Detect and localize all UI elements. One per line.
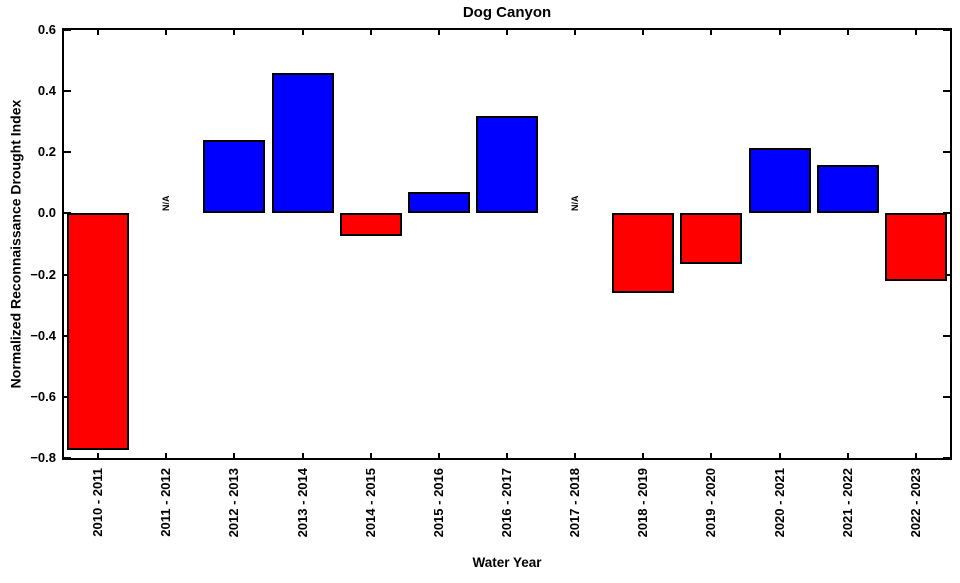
- x-tick-mark: [778, 30, 781, 35]
- x-tick-mark: [778, 453, 781, 458]
- bar-2019-2020: [680, 213, 743, 264]
- bar-2016-2017: [476, 115, 538, 214]
- bar-2012-2013: [203, 140, 266, 214]
- x-tick-mark: [437, 30, 440, 35]
- x-axis-label: Water Year: [472, 555, 542, 570]
- x-tick-label: 2020 - 2021: [771, 468, 787, 538]
- x-tick-label: 2013 - 2014: [294, 468, 310, 538]
- bar-2013-2014: [271, 72, 334, 214]
- y-tick-mark: [64, 29, 71, 31]
- x-tick-mark: [165, 30, 168, 35]
- y-tick-label: −0.4: [30, 327, 56, 343]
- y-tick-mark: [943, 334, 950, 337]
- bar-2020-2021: [748, 147, 811, 214]
- x-tick-mark: [437, 453, 440, 458]
- x-tick-label: 2011 - 2012: [158, 468, 174, 537]
- x-tick-mark: [914, 30, 917, 35]
- x-tick-mark: [710, 453, 713, 458]
- bar-2014-2015: [339, 213, 402, 237]
- x-tick-label: 2014 - 2015: [362, 468, 378, 538]
- x-tick-label: 2021 - 2022: [839, 468, 855, 538]
- y-tick-label: 0.6: [37, 22, 56, 37]
- y-tick-mark: [943, 395, 950, 398]
- y-tick-label: −0.8: [30, 450, 56, 465]
- x-tick-mark: [369, 30, 372, 35]
- y-tick-label: 0.4: [37, 83, 56, 99]
- x-tick-mark: [506, 453, 508, 458]
- y-tick-label: 0.2: [37, 144, 56, 160]
- x-tick-label: 2015 - 2016: [430, 468, 446, 538]
- y-tick-label: 0.0: [37, 205, 56, 221]
- x-tick-mark: [642, 30, 645, 35]
- x-tick-mark: [710, 30, 713, 35]
- bar-2010-2011: [67, 213, 130, 451]
- na-label: N/A: [161, 195, 172, 212]
- x-tick-mark: [233, 30, 236, 35]
- bar-2022-2023: [884, 213, 947, 281]
- y-tick-mark: [64, 90, 71, 93]
- y-tick-mark: [64, 457, 71, 459]
- x-tick-mark: [642, 453, 645, 458]
- y-tick-mark: [943, 457, 950, 459]
- bar-2015-2016: [407, 192, 470, 214]
- x-tick-label: 2019 - 2020: [703, 468, 719, 538]
- x-tick-label: 2016 - 2017: [499, 468, 514, 538]
- x-tick-mark: [233, 453, 236, 458]
- x-tick-label: 2018 - 2019: [635, 468, 651, 538]
- x-tick-mark: [574, 30, 577, 35]
- x-tick-mark: [165, 453, 168, 458]
- y-tick-mark: [943, 29, 950, 31]
- y-tick-label: −0.6: [30, 388, 56, 404]
- chart-title: Dog Canyon: [462, 4, 552, 21]
- x-tick-mark: [369, 453, 372, 458]
- y-tick-mark: [943, 90, 950, 93]
- x-tick-mark: [846, 453, 849, 458]
- plot-area: [62, 28, 952, 460]
- bar-2021-2022: [816, 164, 879, 214]
- x-tick-mark: [97, 453, 100, 458]
- x-tick-mark: [914, 453, 917, 458]
- bar-2018-2019: [612, 213, 675, 293]
- x-tick-label: 2012 - 2013: [226, 468, 242, 538]
- y-tick-label: −0.2: [30, 266, 56, 282]
- x-tick-mark: [301, 453, 304, 458]
- x-tick-mark: [846, 30, 849, 35]
- x-tick-label: 2022 - 2023: [907, 468, 923, 538]
- x-tick-label: 2010 - 2011: [90, 468, 106, 537]
- x-tick-mark: [506, 30, 508, 35]
- x-tick-mark: [301, 30, 304, 35]
- y-tick-mark: [943, 151, 950, 154]
- na-label: N/A: [570, 195, 581, 212]
- y-tick-mark: [64, 151, 71, 154]
- x-tick-mark: [574, 453, 577, 458]
- x-tick-label: 2017 - 2018: [567, 468, 583, 538]
- y-axis-label: Normalized Reconnaissance Drought Index: [7, 99, 24, 389]
- x-tick-mark: [97, 30, 100, 35]
